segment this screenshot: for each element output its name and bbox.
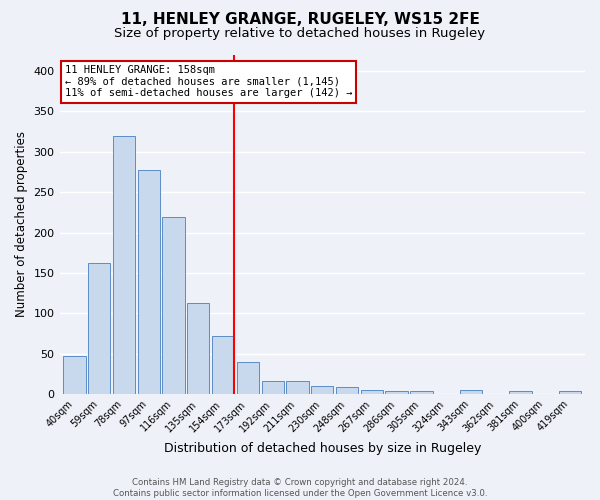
Bar bbox=[212, 336, 234, 394]
Bar bbox=[336, 388, 358, 394]
X-axis label: Distribution of detached houses by size in Rugeley: Distribution of detached houses by size … bbox=[164, 442, 481, 455]
Bar bbox=[559, 392, 581, 394]
Y-axis label: Number of detached properties: Number of detached properties bbox=[15, 132, 28, 318]
Bar bbox=[237, 362, 259, 394]
Bar bbox=[187, 302, 209, 394]
Bar bbox=[311, 386, 334, 394]
Bar bbox=[385, 390, 408, 394]
Text: 11 HENLEY GRANGE: 158sqm
← 89% of detached houses are smaller (1,145)
11% of sem: 11 HENLEY GRANGE: 158sqm ← 89% of detach… bbox=[65, 65, 352, 98]
Bar bbox=[262, 381, 284, 394]
Bar bbox=[460, 390, 482, 394]
Bar bbox=[163, 217, 185, 394]
Text: 11, HENLEY GRANGE, RUGELEY, WS15 2FE: 11, HENLEY GRANGE, RUGELEY, WS15 2FE bbox=[121, 12, 479, 28]
Text: Size of property relative to detached houses in Rugeley: Size of property relative to detached ho… bbox=[115, 28, 485, 40]
Bar bbox=[137, 170, 160, 394]
Bar bbox=[63, 356, 86, 394]
Bar bbox=[509, 392, 532, 394]
Bar bbox=[361, 390, 383, 394]
Bar bbox=[113, 136, 135, 394]
Bar bbox=[286, 381, 308, 394]
Bar bbox=[410, 390, 433, 394]
Bar bbox=[88, 263, 110, 394]
Text: Contains HM Land Registry data © Crown copyright and database right 2024.
Contai: Contains HM Land Registry data © Crown c… bbox=[113, 478, 487, 498]
